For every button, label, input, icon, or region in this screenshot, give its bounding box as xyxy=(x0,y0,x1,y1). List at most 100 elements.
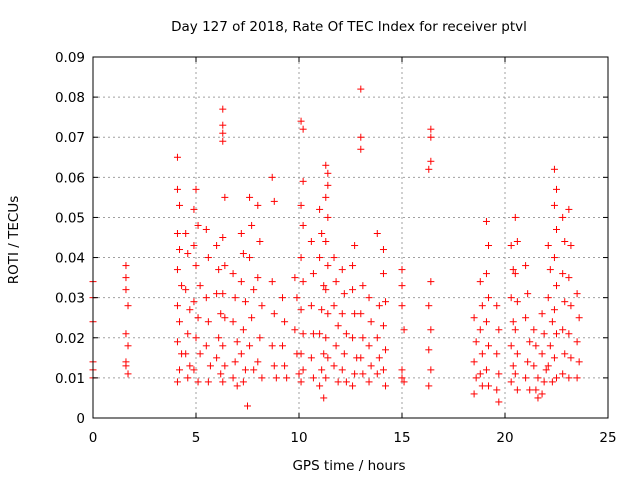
data-point xyxy=(221,262,229,270)
data-point xyxy=(400,326,408,334)
data-point xyxy=(538,310,546,318)
data-point xyxy=(322,161,330,169)
data-point xyxy=(425,382,433,390)
data-point xyxy=(190,242,198,250)
data-point xyxy=(427,278,435,286)
data-point xyxy=(367,362,375,370)
data-point xyxy=(324,213,332,221)
x-tick-label: 10 xyxy=(290,430,307,446)
data-point xyxy=(217,310,225,318)
data-point xyxy=(349,382,357,390)
data-point xyxy=(229,318,237,326)
data-point xyxy=(316,205,324,213)
data-point xyxy=(373,334,381,342)
data-point xyxy=(307,302,315,310)
data-point xyxy=(237,278,245,286)
data-point xyxy=(295,370,303,378)
data-point xyxy=(258,302,266,310)
data-point xyxy=(283,374,291,382)
data-point xyxy=(493,386,501,394)
data-point xyxy=(196,350,204,358)
data-point xyxy=(400,378,408,386)
data-point xyxy=(511,270,519,278)
grid-lines xyxy=(93,57,608,418)
data-point xyxy=(297,306,305,314)
data-point xyxy=(365,378,373,386)
data-point xyxy=(254,358,262,366)
data-point xyxy=(485,294,493,302)
data-point xyxy=(351,370,359,378)
data-point xyxy=(398,266,406,274)
data-point xyxy=(567,354,575,362)
data-point xyxy=(427,157,435,165)
data-point xyxy=(122,262,130,270)
data-point xyxy=(495,326,503,334)
data-point xyxy=(221,314,229,322)
data-point xyxy=(184,250,192,258)
data-point xyxy=(526,386,534,394)
data-point xyxy=(324,181,332,189)
x-tick-label: 0 xyxy=(89,430,98,446)
data-point xyxy=(219,342,227,350)
data-point xyxy=(322,193,330,201)
data-point xyxy=(246,193,254,201)
data-point xyxy=(559,213,567,221)
data-point xyxy=(173,185,181,193)
axis-ticks xyxy=(92,56,609,419)
data-point xyxy=(509,266,517,274)
data-point xyxy=(357,133,365,141)
data-point xyxy=(330,362,338,370)
data-point xyxy=(524,290,532,298)
x-tick-label: 5 xyxy=(192,430,201,446)
data-point xyxy=(511,213,519,221)
data-point xyxy=(190,205,198,213)
data-point xyxy=(330,254,338,262)
data-point xyxy=(575,314,583,322)
data-point xyxy=(538,390,546,398)
data-point xyxy=(215,334,223,342)
data-point xyxy=(270,310,278,318)
data-point xyxy=(550,254,558,262)
data-point xyxy=(190,298,198,306)
data-point xyxy=(237,350,245,358)
data-point xyxy=(565,205,573,213)
data-point xyxy=(316,382,324,390)
data-point xyxy=(173,378,181,386)
data-point xyxy=(511,370,519,378)
data-point xyxy=(524,358,532,366)
data-point xyxy=(357,145,365,153)
data-point xyxy=(213,354,221,362)
data-point xyxy=(349,334,357,342)
x-tick-labels: 0 5 10 15 20 25 xyxy=(89,430,617,446)
data-point xyxy=(299,330,307,338)
data-point xyxy=(550,201,558,209)
data-point xyxy=(565,330,573,338)
data-point xyxy=(250,286,258,294)
data-point xyxy=(217,370,225,378)
data-point xyxy=(124,302,132,310)
data-point xyxy=(241,298,249,306)
data-point xyxy=(324,169,332,177)
data-point xyxy=(122,286,130,294)
data-point xyxy=(470,358,478,366)
data-point xyxy=(297,378,305,386)
data-point xyxy=(365,342,373,350)
data-point xyxy=(522,374,530,382)
data-point xyxy=(176,318,184,326)
data-point xyxy=(173,229,181,237)
data-point xyxy=(365,294,373,302)
data-point xyxy=(316,254,324,262)
data-point xyxy=(567,302,575,310)
y-tick-label: 0.07 xyxy=(55,130,85,146)
x-tick-label: 15 xyxy=(393,430,410,446)
data-point xyxy=(382,346,390,354)
data-point xyxy=(379,366,387,374)
y-tick-label: 0.01 xyxy=(55,371,85,387)
data-point xyxy=(173,338,181,346)
data-point xyxy=(206,362,214,370)
data-point xyxy=(573,290,581,298)
data-point xyxy=(398,374,406,382)
data-point xyxy=(546,342,554,350)
data-point xyxy=(359,334,367,342)
